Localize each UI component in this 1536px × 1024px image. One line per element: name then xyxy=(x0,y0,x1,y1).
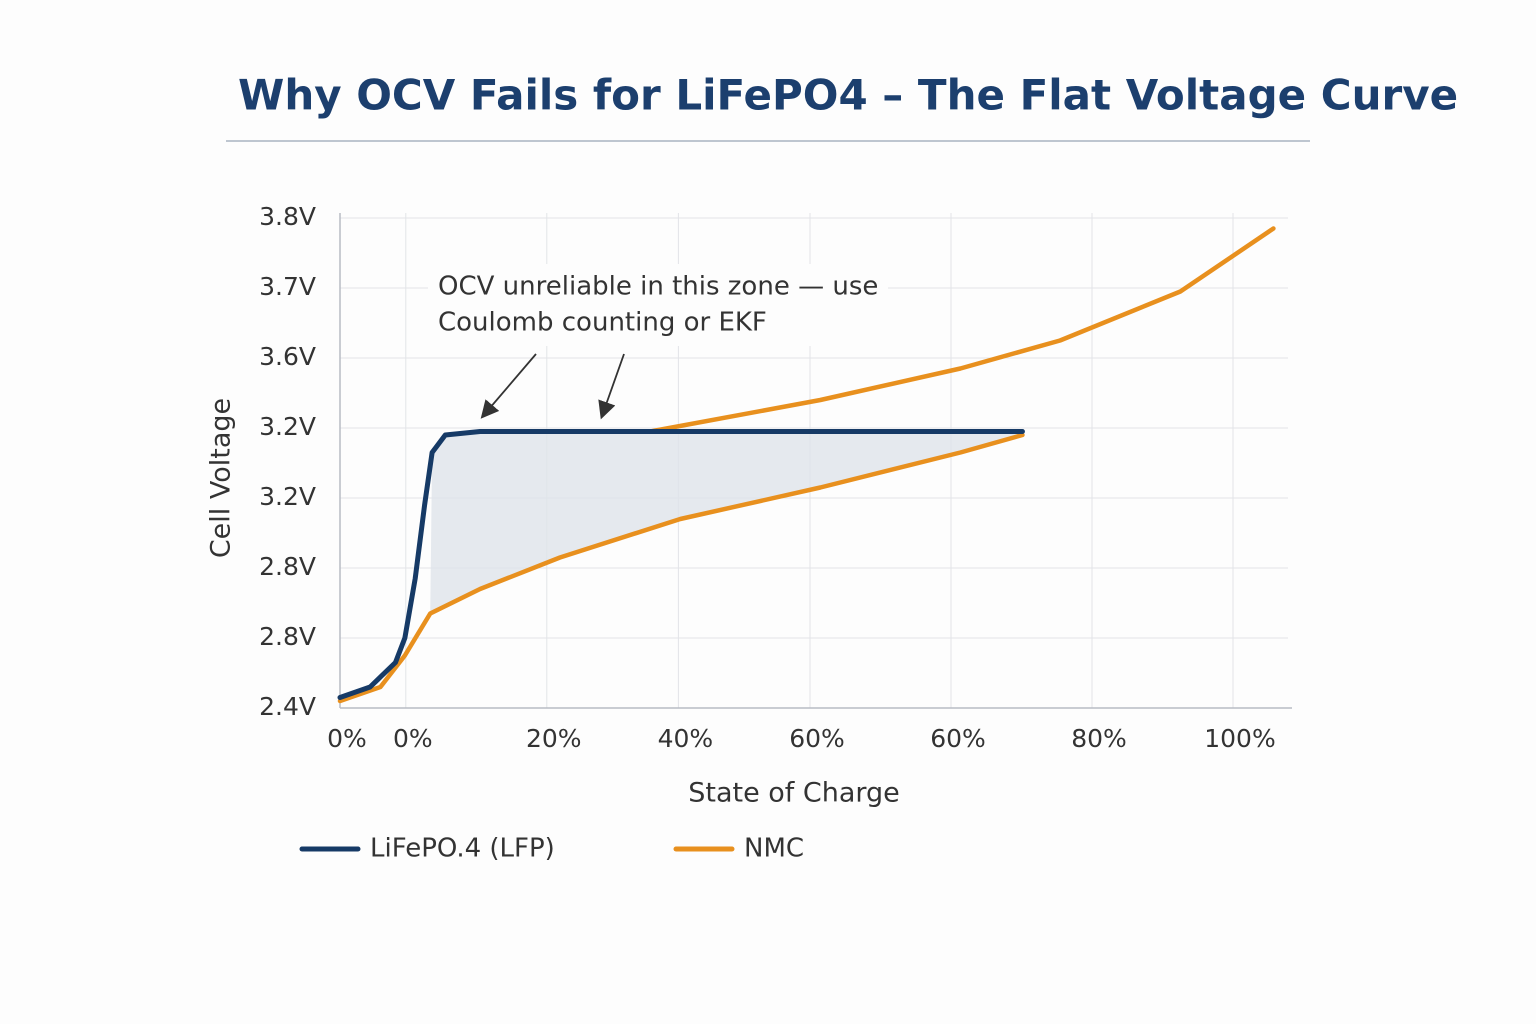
x-tick-label: 60% xyxy=(930,724,986,753)
annotation-arrow xyxy=(480,353,537,419)
y-tick-label: 3.8V xyxy=(259,202,316,231)
y-tick-label: 3.7V xyxy=(259,272,316,301)
y-tick-label: 2.4V xyxy=(259,692,316,721)
x-tick-label: 0% xyxy=(393,724,433,753)
data-line xyxy=(337,226,1276,704)
y-tick-label: 3.2V xyxy=(259,482,316,511)
legend-label: NMC xyxy=(744,834,804,864)
legend-label: LiFePO.4 (LFP) xyxy=(370,834,555,864)
annotation: Coulomb counting or EKF xyxy=(438,308,767,338)
x-tick-label: 20% xyxy=(526,724,582,753)
chart-title: Why OCV Fails for LiFePO4 – The Flat Vol… xyxy=(238,71,1458,120)
legend: LiFePO.4 (LFP) NMC xyxy=(299,834,804,864)
x-tick-label: 80% xyxy=(1071,724,1127,753)
x-tick-label: 40% xyxy=(658,724,714,753)
annotation: OCV unreliable in this zone — use xyxy=(438,272,878,302)
x-tick-label: 100% xyxy=(1204,724,1275,753)
x-axis-label: State of Charge xyxy=(688,778,900,809)
y-tick-label: 3.6V xyxy=(259,342,316,371)
shaded-zone xyxy=(430,431,1023,614)
data-line xyxy=(337,429,1025,700)
annotation-bg xyxy=(428,264,888,346)
plot-area: 2.4V 2.8V 2.8V 3.2V 3.2V 3.6V 3.7V 3.8V 0% 0% 20% 4… xyxy=(259,202,1292,753)
annotation-arrow xyxy=(598,353,625,420)
y-tick-label: 2.8V xyxy=(259,552,316,581)
y-tick-label: 3.2V xyxy=(259,412,316,441)
y-axis-label: Cell Voltage xyxy=(206,398,237,558)
x-tick-label: 0% xyxy=(327,724,367,753)
y-tick-label: 2.8V xyxy=(259,622,316,651)
x-tick-label: 60% xyxy=(789,724,845,753)
